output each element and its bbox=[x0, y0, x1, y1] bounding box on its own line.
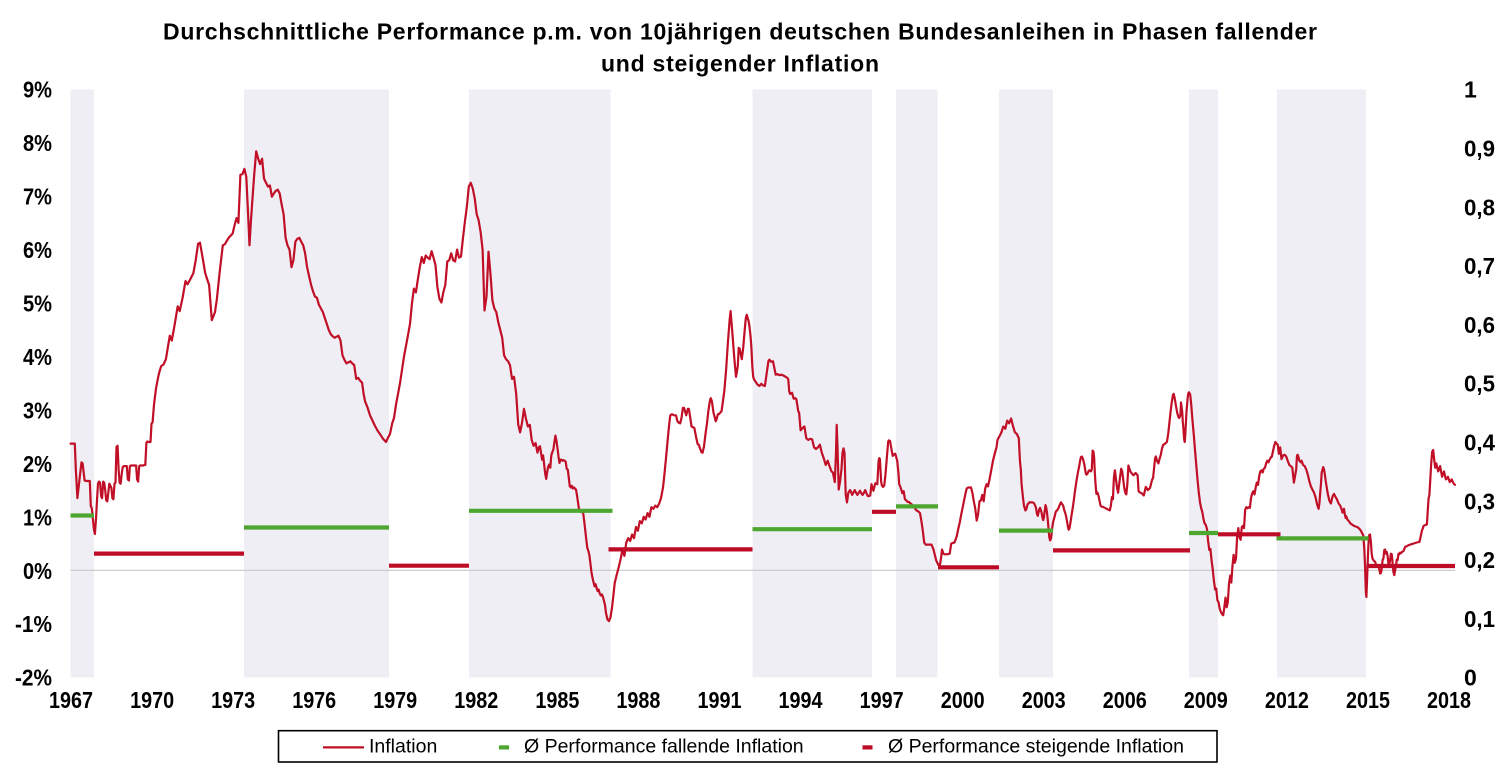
svg-text:Inflation: Inflation bbox=[369, 736, 437, 758]
svg-text:2012: 2012 bbox=[1265, 687, 1309, 713]
svg-text:2000: 2000 bbox=[941, 687, 985, 713]
svg-text:1988: 1988 bbox=[616, 687, 660, 713]
svg-text:Ø Performance fallende Inflati: Ø Performance fallende Inflation bbox=[524, 736, 804, 758]
svg-text:2018: 2018 bbox=[1427, 687, 1471, 713]
svg-text:0,1: 0,1 bbox=[1464, 606, 1495, 632]
svg-text:3%: 3% bbox=[23, 397, 52, 423]
svg-text:1976: 1976 bbox=[292, 687, 336, 713]
svg-text:0,9: 0,9 bbox=[1464, 136, 1495, 162]
svg-text:0,5: 0,5 bbox=[1464, 371, 1495, 397]
svg-text:und steigender Inflation: und steigender Inflation bbox=[601, 51, 879, 77]
svg-text:0: 0 bbox=[1464, 665, 1477, 691]
svg-text:0,2: 0,2 bbox=[1464, 547, 1495, 573]
svg-text:1982: 1982 bbox=[454, 687, 498, 713]
svg-text:2009: 2009 bbox=[1184, 687, 1228, 713]
svg-text:0,7: 0,7 bbox=[1464, 253, 1495, 279]
svg-text:2015: 2015 bbox=[1346, 687, 1390, 713]
svg-text:1967: 1967 bbox=[49, 687, 93, 713]
svg-text:-1%: -1% bbox=[15, 611, 52, 637]
svg-text:1985: 1985 bbox=[535, 687, 579, 713]
svg-text:2%: 2% bbox=[23, 451, 52, 477]
svg-text:-2%: -2% bbox=[15, 665, 52, 691]
svg-text:0,4: 0,4 bbox=[1464, 430, 1495, 456]
svg-text:1973: 1973 bbox=[211, 687, 255, 713]
svg-text:Ø Performance steigende Inflat: Ø Performance steigende Inflation bbox=[888, 736, 1184, 758]
svg-text:7%: 7% bbox=[23, 184, 52, 210]
svg-text:1991: 1991 bbox=[698, 687, 742, 713]
svg-text:2006: 2006 bbox=[1103, 687, 1147, 713]
svg-text:4%: 4% bbox=[23, 344, 52, 370]
svg-text:2003: 2003 bbox=[1022, 687, 1066, 713]
svg-text:8%: 8% bbox=[23, 130, 52, 156]
svg-text:0%: 0% bbox=[23, 558, 52, 584]
svg-text:9%: 9% bbox=[23, 77, 52, 103]
svg-text:1994: 1994 bbox=[779, 687, 823, 713]
svg-text:1979: 1979 bbox=[373, 687, 417, 713]
svg-text:1970: 1970 bbox=[130, 687, 174, 713]
svg-text:1997: 1997 bbox=[860, 687, 904, 713]
svg-text:0,6: 0,6 bbox=[1464, 312, 1495, 338]
svg-text:6%: 6% bbox=[23, 237, 52, 263]
svg-text:0,3: 0,3 bbox=[1464, 488, 1495, 514]
svg-text:0,8: 0,8 bbox=[1464, 194, 1495, 220]
svg-text:Durchschnittliche Performance: Durchschnittliche Performance p.m. von 1… bbox=[163, 19, 1317, 45]
svg-text:1: 1 bbox=[1464, 77, 1477, 103]
svg-text:1%: 1% bbox=[23, 504, 52, 530]
svg-text:5%: 5% bbox=[23, 291, 52, 317]
